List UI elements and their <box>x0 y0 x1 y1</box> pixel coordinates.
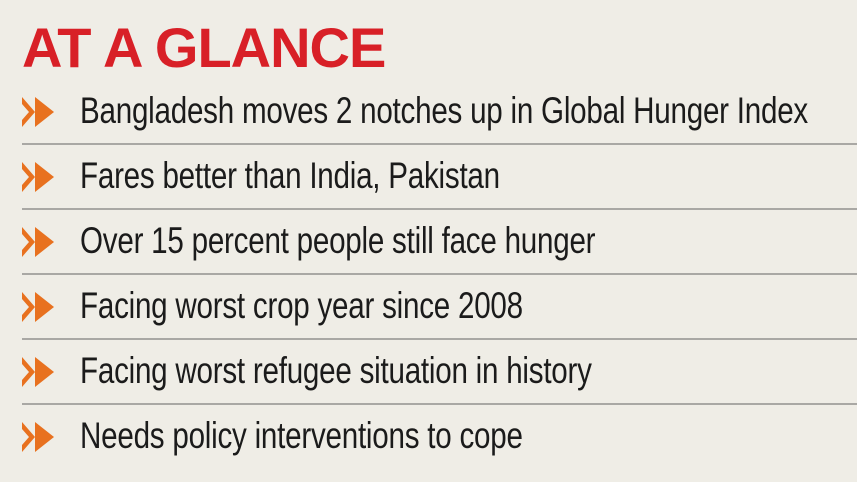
page-title: AT A GLANCE <box>22 16 386 79</box>
bullet-text: Bangladesh moves 2 notches up in Global … <box>80 90 808 131</box>
double-chevron-right-icon <box>22 422 54 452</box>
list-item: Bangladesh moves 2 notches up in Global … <box>0 80 857 145</box>
double-chevron-right-icon <box>22 227 54 257</box>
double-chevron-right-icon <box>22 357 54 387</box>
bullet-text: Over 15 percent people still face hunger <box>80 220 596 261</box>
list-item: Facing worst refugee situation in histor… <box>0 340 857 405</box>
double-chevron-right-icon <box>22 162 54 192</box>
list-item: Needs policy interventions to cope <box>0 405 857 470</box>
list-item: Over 15 percent people still face hunger <box>0 210 857 275</box>
bullet-list: Bangladesh moves 2 notches up in Global … <box>0 80 857 470</box>
double-chevron-right-icon <box>22 97 54 127</box>
double-chevron-right-icon <box>22 292 54 322</box>
bullet-text: Facing worst refugee situation in histor… <box>80 350 592 391</box>
bullet-text: Fares better than India, Pakistan <box>80 155 500 196</box>
list-item: Fares better than India, Pakistan <box>0 145 857 210</box>
bullet-text: Facing worst crop year since 2008 <box>80 285 523 326</box>
list-item: Facing worst crop year since 2008 <box>0 275 857 340</box>
bullet-text: Needs policy interventions to cope <box>80 415 523 456</box>
